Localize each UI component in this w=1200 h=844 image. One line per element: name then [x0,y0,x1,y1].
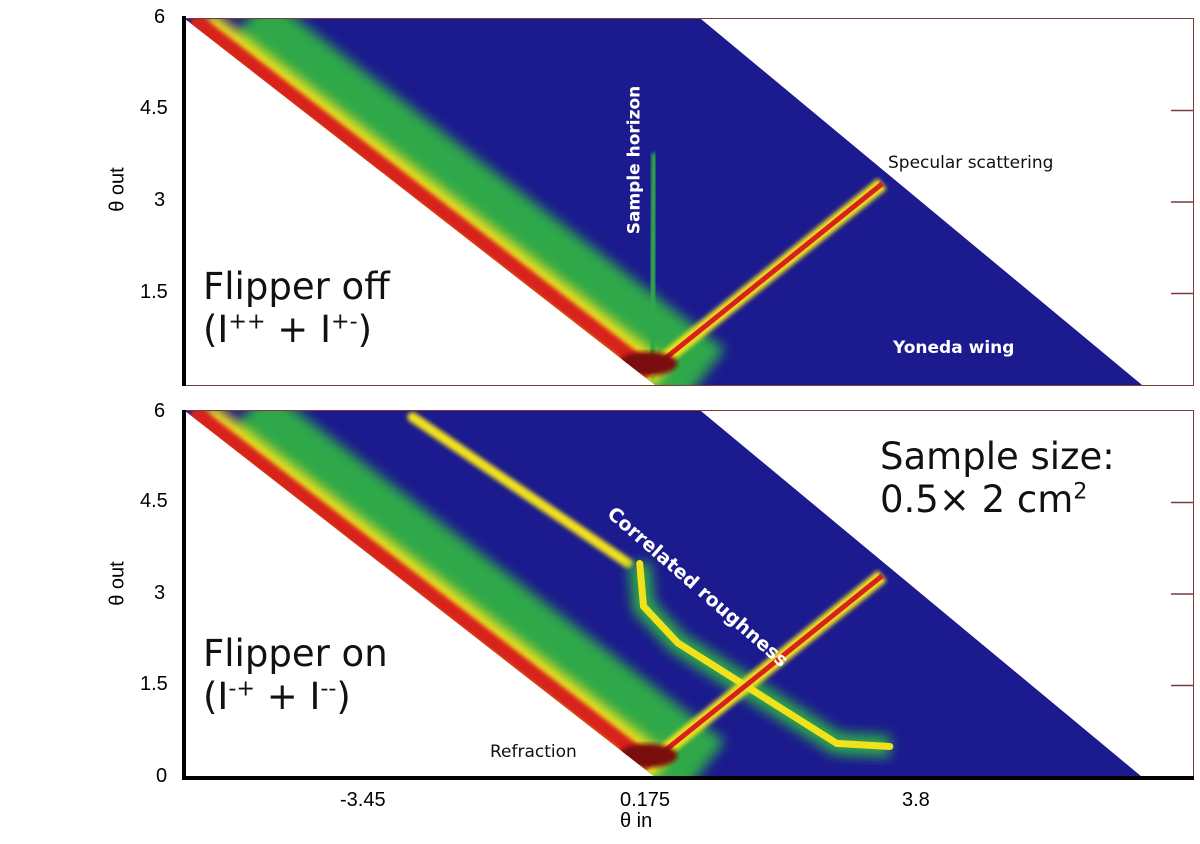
bottom-ytick-3: 3 [154,582,166,604]
roughness-curve [636,560,894,750]
specular-origin-spot [617,351,678,376]
specular-origin-spot [617,743,678,768]
bottom-ytick-1.5: 1.5 [140,673,168,695]
sub-sup2: -- [320,675,337,702]
top-y-label: θ out [106,167,129,212]
specular-line [645,181,884,375]
top-ytick-1.5: 1.5 [140,281,168,303]
annotation-refraction: Refraction [490,742,577,762]
top-ytick-4.5: 4.5 [140,97,168,119]
sub-sup1: ++ [228,308,266,335]
annotation-sample-horizon: Sample horizon [624,85,645,235]
edge-red-band [187,19,656,380]
sub-open: (I [203,674,229,718]
bottom-x-axis [182,776,1194,780]
specular-line [645,573,884,767]
top-heatmap [185,19,1193,385]
bottom-heatmap-panel [185,410,1194,778]
sub-mid: + I [254,674,321,718]
top-ytick-3: 3 [154,189,166,211]
sample-size-exponent: 2 [1073,478,1088,505]
bottom-title-text: Flipper on [203,632,388,675]
sub-sup2: +- [330,308,358,335]
edge-red-band [187,411,656,772]
sub-close: ) [336,674,351,718]
bottom-ytick-0: 0 [156,765,168,787]
heatmap-region [185,411,1143,777]
bottom-y-axis [182,410,186,780]
bottom-subtitle: (I-+ + I--) [203,675,351,718]
bottom-ytick-4.5: 4.5 [140,490,168,512]
heatmap-region [185,19,1143,385]
heatmap-background [185,411,1143,777]
sample-size-value: 0.5× 2 cm [880,477,1074,521]
heatmap-background [185,19,1143,385]
top-heatmap-panel [185,18,1194,386]
bottom-heatmap [185,411,1193,777]
sub-close: ) [357,307,373,351]
top-subtitle: (I++ + I+-) [203,308,372,351]
sample-horizon-line [647,153,659,379]
annotation-yoneda-wing: Yoneda wing [893,338,1015,358]
top-ytick-6: 6 [154,6,166,28]
sample-size-label: Sample size: 0.5× 2 cm2 [880,435,1115,521]
sub-open: (I [203,307,229,351]
top-y-axis [182,16,186,386]
sub-mid: + I [265,307,331,351]
xtick--3.45: -3.45 [340,789,386,811]
sample-size-title: Sample size: [880,435,1115,478]
bottom-ytick-6: 6 [154,400,166,422]
bottom-y-label: θ out [106,561,129,606]
top-title-text: Flipper off [203,265,390,308]
x-axis-label: θ in [620,810,653,832]
annotation-specular-scattering: Specular scattering [888,153,1054,173]
xtick-3.8: 3.8 [902,789,930,811]
bottom-panel-title: Flipper on (I-+ + I--) [203,632,388,718]
sub-sup1: -+ [228,675,255,702]
diagonal-stripe [407,412,634,569]
xtick-0.175: 0.175 [620,789,671,811]
top-panel-title: Flipper off (I++ + I+-) [203,265,390,351]
